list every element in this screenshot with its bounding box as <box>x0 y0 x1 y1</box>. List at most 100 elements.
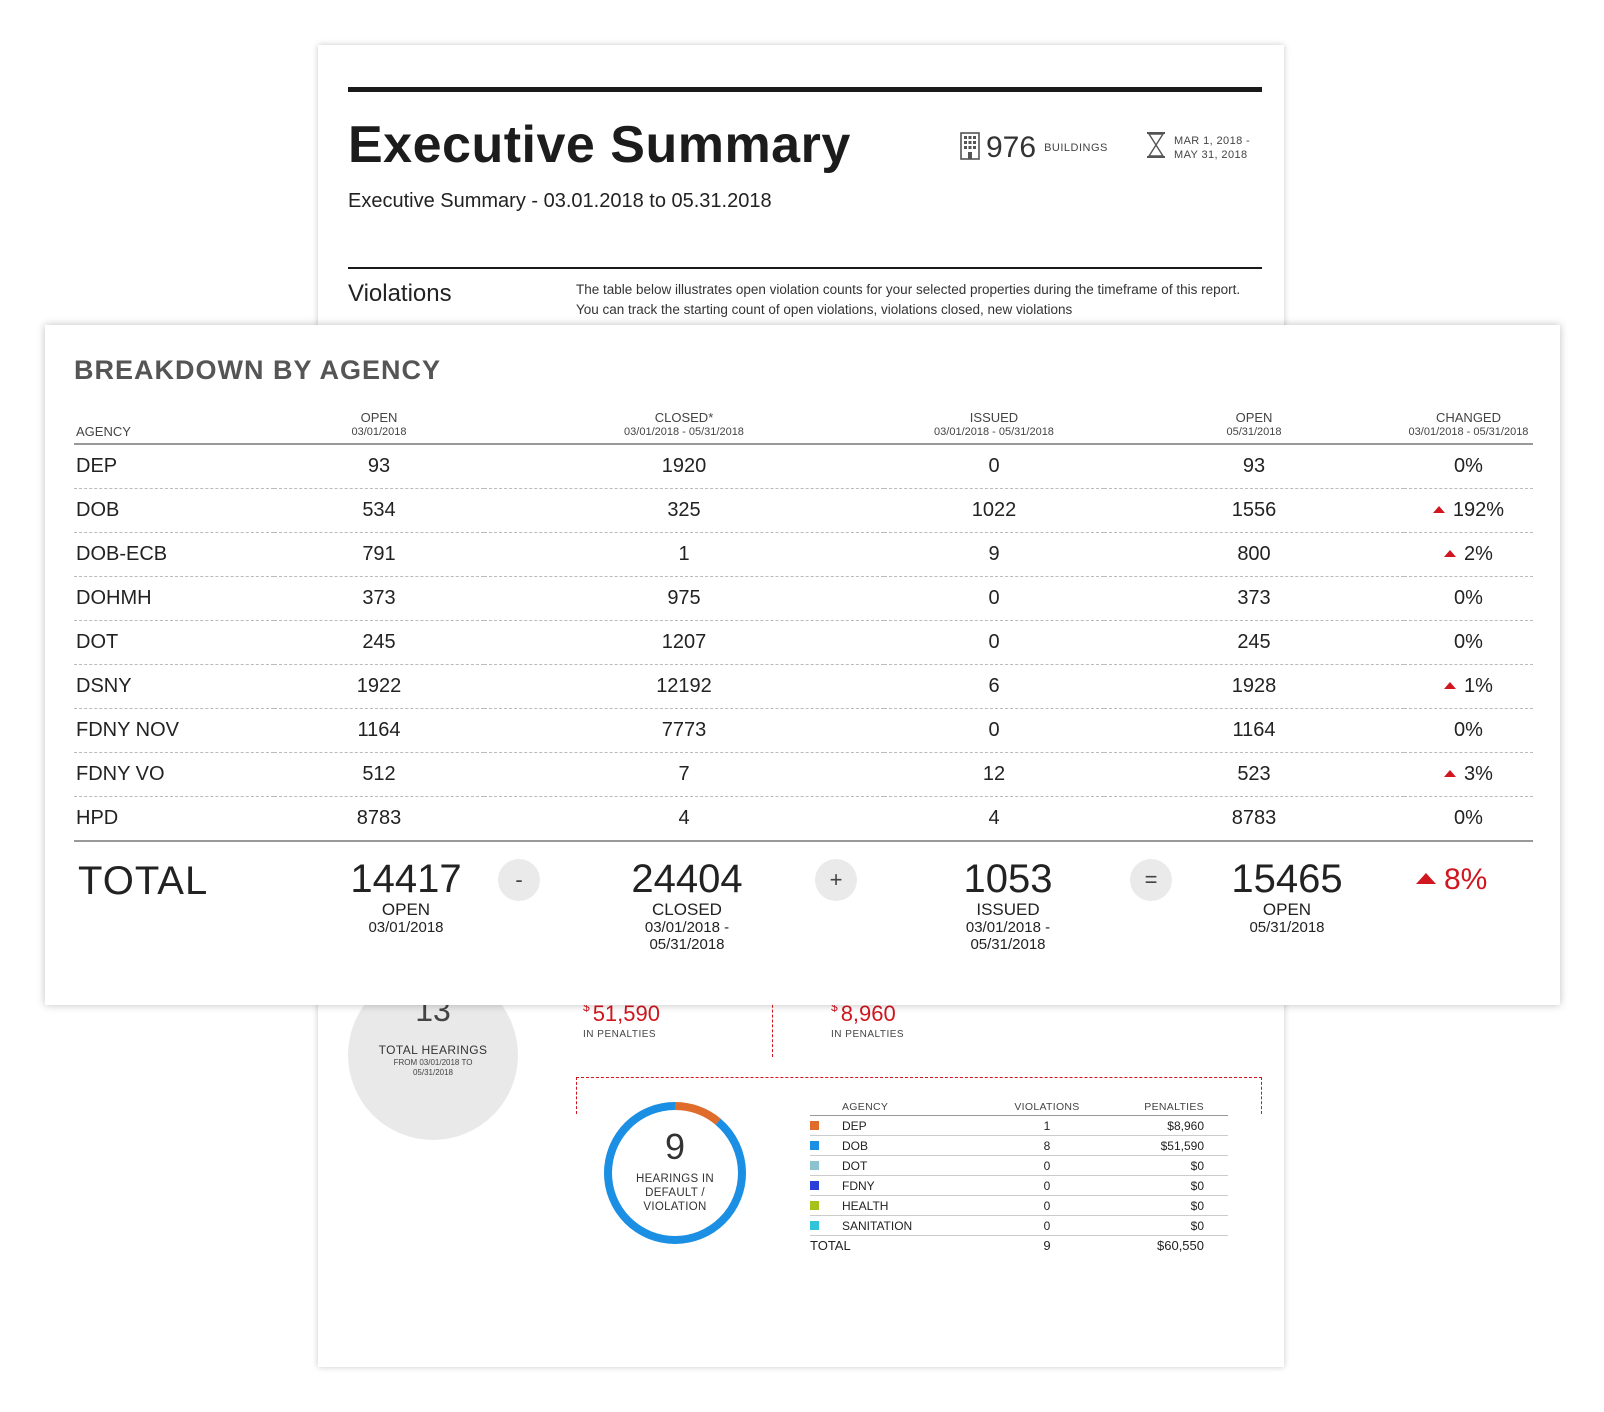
cell-changed: 0% <box>1404 796 1533 842</box>
cell-open-end: 93 <box>1104 444 1404 489</box>
hearings-row: SANITATION 0 $0 <box>810 1215 1228 1236</box>
default-label: HEARINGS IN DEFAULT / VIOLATION <box>635 1173 715 1213</box>
agency-col-header: AGENCY <box>74 411 274 445</box>
breakdown-title: BREAKDOWN BY AGENCY <box>74 355 442 385</box>
hearings-cell-agency: DOB <box>842 1135 962 1156</box>
hearings-total-penalties: $60,550 <box>1132 1235 1228 1255</box>
hearings-cell-penalties: $8,960 <box>1132 1115 1228 1136</box>
hearings-cell-agency: HEALTH <box>842 1195 962 1216</box>
default-donut <box>604 1102 746 1244</box>
legend-swatch <box>810 1160 819 1170</box>
cell-open-end: 8783 <box>1104 796 1404 842</box>
cell-changed: 3% <box>1404 752 1533 797</box>
table-row: DSNY 1922 12192 6 1928 1% <box>74 664 1533 709</box>
cell-issued: 0 <box>884 576 1104 621</box>
cell-open-start: 93 <box>274 444 484 489</box>
cell-changed: 192% <box>1404 488 1533 533</box>
cell-open-start: 1164 <box>274 708 484 753</box>
hearings-cell-penalties: $51,590 <box>1132 1135 1228 1156</box>
total-open-start: 14417 OPEN 03/01/2018 <box>350 857 462 936</box>
cell-open-end: 1164 <box>1104 708 1404 753</box>
total-hearings-label: TOTAL HEARINGS <box>378 1043 488 1057</box>
cell-open-end: 523 <box>1104 752 1404 797</box>
section-intro: The table below illustrates open violati… <box>576 282 1241 317</box>
cell-agency: DEP <box>74 444 274 489</box>
hearings-cell-agency: DEP <box>842 1115 962 1136</box>
table-row: DOB 534 325 1022 1556 192% <box>74 488 1533 533</box>
buildings-stat: 976 BUILDINGS <box>960 131 1108 165</box>
cell-agency: HPD <box>74 796 274 842</box>
hearings-total-violations: 9 <box>962 1235 1132 1255</box>
cell-issued: 4 <box>884 796 1104 842</box>
legend-swatch <box>810 1180 819 1190</box>
total-open-end: 15465 OPEN 05/31/2018 <box>1231 857 1343 936</box>
cell-changed: 0% <box>1404 620 1533 665</box>
cell-agency: DOB-ECB <box>74 532 274 577</box>
cell-open-start: 512 <box>274 752 484 797</box>
page-title: Executive Summary <box>348 116 851 174</box>
minus-operator: - <box>498 859 540 901</box>
breakdown-card: BREAKDOWN BY AGENCY AGENCY OPEN 03/01/2018… <box>45 325 1560 1005</box>
cell-closed: 975 <box>484 576 884 621</box>
hourglass-icon <box>1146 131 1166 164</box>
hearings-row: DEP 1 $8,960 <box>810 1115 1228 1136</box>
table-row: DOB-ECB 791 1 9 800 2% <box>74 532 1533 577</box>
header-rule <box>348 87 1262 92</box>
penalty-dep-amount: 8,960 <box>840 1001 896 1026</box>
hearings-total-label: TOTAL <box>810 1235 962 1255</box>
cell-closed: 4 <box>484 796 884 842</box>
cell-open-end: 1928 <box>1104 664 1404 709</box>
hearings-cell-violations: 8 <box>962 1135 1132 1156</box>
table-row: DOT 245 1207 0 245 0% <box>74 620 1533 665</box>
hearings-col-penalties: PENALTIES <box>1132 1101 1228 1116</box>
up-arrow-icon <box>1416 873 1436 884</box>
hearings-row: FDNY 0 $0 <box>810 1175 1228 1196</box>
cell-agency: FDNY VO <box>74 752 274 797</box>
building-icon <box>960 131 980 165</box>
legend-swatch <box>810 1120 819 1130</box>
total-closed: 24404 CLOSED 03/01/2018 - 05/31/2018 <box>631 857 743 953</box>
up-arrow-icon <box>1432 506 1445 513</box>
cell-closed: 325 <box>484 488 884 533</box>
default-count: 9 <box>664 1126 686 1167</box>
hearings-row: HEALTH 0 $0 <box>810 1195 1228 1216</box>
cell-issued: 1022 <box>884 488 1104 533</box>
hearings-cell-agency: FDNY <box>842 1175 962 1196</box>
cell-closed: 1 <box>484 532 884 577</box>
cell-closed: 1920 <box>484 444 884 489</box>
hearings-bracket <box>576 1077 1262 1114</box>
hearings-cell-penalties: $0 <box>1132 1175 1228 1196</box>
cell-closed: 7773 <box>484 708 884 753</box>
hearings-total-row: TOTAL 9 $60,550 <box>810 1235 1228 1255</box>
totals-row: TOTAL 14417 OPEN 03/01/2018 - 24404 CLOS… <box>74 853 1533 993</box>
table-row: FDNY VO 512 7 12 523 3% <box>74 752 1533 797</box>
cell-agency: DOT <box>74 620 274 665</box>
cell-changed: 0% <box>1404 444 1533 489</box>
hearings-cell-agency: SANITATION <box>842 1215 962 1236</box>
table-row: HPD 8783 4 4 8783 0% <box>74 796 1533 842</box>
agency-col-header: ISSUED 03/01/2018 - 05/31/2018 <box>884 411 1104 445</box>
hearings-col-agency: AGENCY <box>842 1101 962 1116</box>
up-arrow-icon <box>1444 682 1457 689</box>
date-range-stat: MAR 1, 2018 - MAY 31, 2018 <box>1146 131 1250 164</box>
cell-open-start: 8783 <box>274 796 484 842</box>
cell-issued: 0 <box>884 444 1104 489</box>
cell-open-end: 800 <box>1104 532 1404 577</box>
section-title: Violations <box>348 280 452 307</box>
penalty-dob-amount: 51,590 <box>592 1001 660 1026</box>
total-issued: 1053 ISSUED 03/01/2018 - 05/31/2018 <box>963 857 1053 953</box>
cell-agency: DOHMH <box>74 576 274 621</box>
section-rule <box>348 267 1262 269</box>
up-arrow-icon <box>1444 770 1457 777</box>
cell-agency: FDNY NOV <box>74 708 274 753</box>
plus-operator: + <box>815 859 857 901</box>
cell-closed: 7 <box>484 752 884 797</box>
legend-swatch <box>810 1200 819 1210</box>
cell-open-start: 534 <box>274 488 484 533</box>
hearings-col-violations: VIOLATIONS <box>962 1101 1132 1116</box>
hearings-cell-violations: 0 <box>962 1215 1132 1236</box>
hearings-cell-penalties: $0 <box>1132 1215 1228 1236</box>
table-row: FDNY NOV 1164 7773 0 1164 0% <box>74 708 1533 753</box>
agency-table: AGENCY OPEN 03/01/2018 CLOSED* 03/01/2018 - … <box>74 411 1533 842</box>
hearings-row: DOT 0 $0 <box>810 1155 1228 1176</box>
